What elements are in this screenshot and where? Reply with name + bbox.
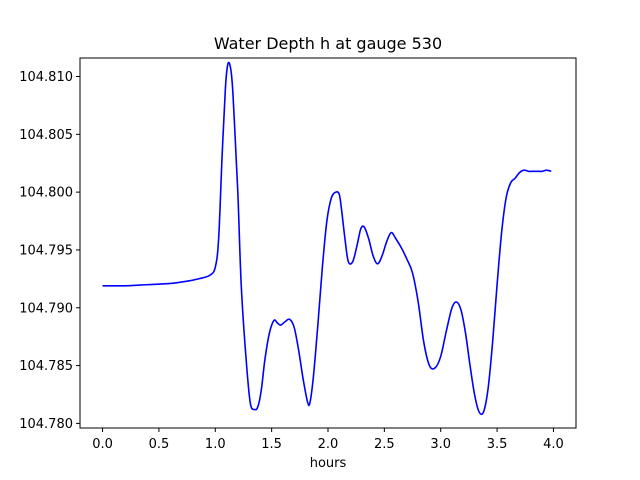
x-tick-label: 0.5 <box>149 437 170 452</box>
y-tick-label: 104.780 <box>19 417 73 432</box>
y-tick-label: 104.800 <box>19 186 73 201</box>
y-tick-label: 104.795 <box>19 243 73 258</box>
x-axis-ticks: 0.0 0.5 1.0 1.5 2.0 2.5 3.0 3.5 4.0 <box>92 428 564 452</box>
x-tick-label: 3.5 <box>487 437 508 452</box>
x-tick-label: 1.5 <box>261 437 282 452</box>
y-tick-label: 104.785 <box>19 359 73 374</box>
y-tick-label: 104.805 <box>19 128 73 143</box>
x-tick-label: 0.0 <box>92 437 113 452</box>
series-line <box>102 61 552 416</box>
y-axis-ticks: 104.780 104.785 104.790 104.795 104.800 104.8… <box>19 70 80 432</box>
x-axis-label: hours <box>310 456 347 471</box>
x-tick-label: 4.0 <box>543 437 564 452</box>
series-layer <box>102 61 552 416</box>
chart-title: Water Depth h at gauge 530 <box>214 34 442 53</box>
x-tick-label: 3.0 <box>430 437 451 452</box>
x-tick-label: 2.0 <box>318 437 339 452</box>
plot-frame <box>79 57 577 429</box>
x-tick-label: 2.5 <box>374 437 395 452</box>
plot-background <box>80 58 576 428</box>
y-tick-label: 104.810 <box>19 70 73 85</box>
y-tick-label: 104.790 <box>19 301 73 316</box>
x-tick-label: 1.0 <box>205 437 226 452</box>
